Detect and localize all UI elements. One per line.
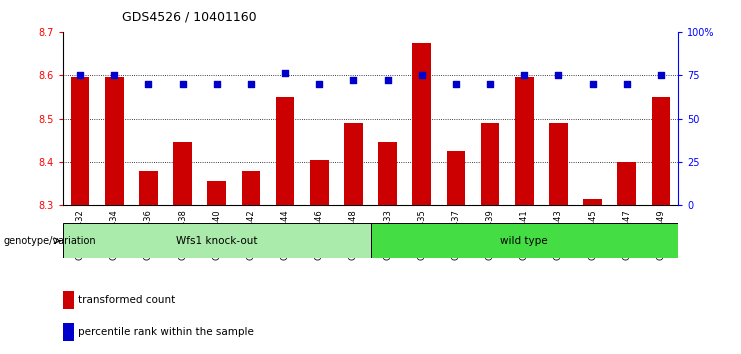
Bar	[549, 123, 568, 205]
Bar	[617, 162, 637, 205]
Text: GDS4526 / 10401160: GDS4526 / 10401160	[122, 11, 257, 24]
Text: wild type: wild type	[500, 236, 548, 246]
Text: transformed count: transformed count	[79, 295, 176, 305]
Point	[553, 72, 565, 78]
Point	[108, 72, 120, 78]
Bar	[139, 171, 158, 205]
Point	[142, 81, 154, 87]
Bar	[370, 223, 678, 258]
Text: GSM825435: GSM825435	[417, 209, 426, 260]
Text: GSM825448: GSM825448	[349, 209, 358, 260]
Bar	[310, 160, 329, 205]
Point	[279, 71, 291, 76]
Bar	[412, 43, 431, 205]
Text: GSM825444: GSM825444	[281, 209, 290, 260]
Text: GSM825442: GSM825442	[247, 209, 256, 260]
Text: GSM825443: GSM825443	[554, 209, 563, 260]
Bar	[207, 182, 226, 205]
Text: GSM825434: GSM825434	[110, 209, 119, 260]
Point	[416, 72, 428, 78]
Bar	[63, 223, 370, 258]
Point	[450, 81, 462, 87]
Text: GSM825447: GSM825447	[622, 209, 631, 260]
Point	[587, 81, 599, 87]
Bar	[104, 78, 124, 205]
Text: GSM825437: GSM825437	[451, 209, 460, 260]
Bar	[63, 323, 74, 341]
Point	[176, 81, 188, 87]
Point	[210, 81, 222, 87]
Text: GSM825441: GSM825441	[519, 209, 529, 260]
Bar	[70, 78, 90, 205]
Bar	[344, 123, 363, 205]
Text: GSM825438: GSM825438	[178, 209, 187, 260]
Text: GSM825433: GSM825433	[383, 209, 392, 260]
Point	[348, 78, 359, 83]
Text: GSM825436: GSM825436	[144, 209, 153, 260]
Bar	[276, 97, 294, 205]
Point	[518, 72, 530, 78]
Bar	[173, 142, 192, 205]
Point	[655, 72, 667, 78]
Point	[382, 78, 393, 83]
Text: GSM825439: GSM825439	[485, 209, 494, 260]
Bar	[651, 97, 671, 205]
Bar	[378, 142, 397, 205]
Bar	[481, 123, 499, 205]
Bar	[447, 151, 465, 205]
Text: GSM825432: GSM825432	[76, 209, 84, 260]
Point	[621, 81, 633, 87]
Bar	[242, 171, 260, 205]
Text: GSM825446: GSM825446	[315, 209, 324, 260]
Bar	[515, 78, 534, 205]
Point	[313, 81, 325, 87]
Text: GSM825449: GSM825449	[657, 209, 665, 260]
Text: percentile rank within the sample: percentile rank within the sample	[79, 327, 254, 337]
Bar	[583, 199, 602, 205]
Point	[74, 72, 86, 78]
Text: Wfs1 knock-out: Wfs1 knock-out	[176, 236, 257, 246]
Point	[484, 81, 496, 87]
Text: GSM825440: GSM825440	[212, 209, 222, 260]
Text: GSM825445: GSM825445	[588, 209, 597, 260]
Text: genotype/variation: genotype/variation	[4, 236, 96, 246]
Bar	[63, 291, 74, 309]
Point	[245, 81, 257, 87]
